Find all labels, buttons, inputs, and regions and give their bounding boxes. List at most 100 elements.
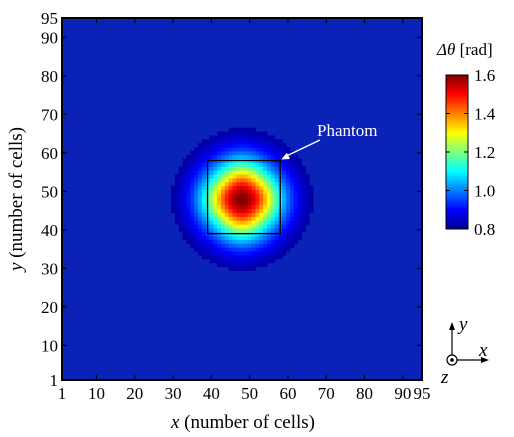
heatmap-cell: [301, 200, 306, 206]
heatmap-cell: [217, 216, 222, 221]
heatmap-cell: [305, 189, 310, 194]
heatmap-cell: [270, 147, 276, 152]
heatmap-cell: [182, 185, 188, 190]
heatmap-cell: [232, 170, 237, 175]
heatmap-cell: [201, 250, 207, 256]
heatmap-cell: [178, 173, 184, 179]
heatmap-cell: [171, 185, 176, 190]
heatmap-cell: [236, 224, 241, 229]
heatmap-cell: [251, 254, 256, 260]
heatmap-cell: [228, 166, 234, 171]
heatmap-cell: [247, 143, 253, 148]
heatmap-cell: [305, 177, 310, 183]
heatmap-cell: [247, 216, 253, 221]
heatmap-cell: [209, 147, 214, 152]
heatmap-cell: [220, 243, 226, 248]
heatmap-cell: [171, 208, 176, 214]
heatmap-cell: [274, 173, 279, 179]
heatmap-cell: [305, 212, 310, 217]
heatmap-cell: [255, 143, 260, 148]
heatmap-cell: [236, 170, 241, 175]
heatmap-cell: [243, 254, 249, 260]
heatmap-cell: [209, 135, 214, 140]
heatmap-cell: [282, 200, 287, 206]
heatmap-cell: [247, 150, 253, 156]
heatmap-cell: [190, 200, 195, 206]
heatmap-cell: [228, 162, 234, 167]
heatmap-cell: [263, 227, 268, 233]
heatmap-cell: [305, 173, 310, 179]
heatmap-cell: [174, 181, 180, 187]
heatmap-cell: [197, 212, 203, 217]
heatmap-cell: [286, 189, 291, 194]
heatmap-cell: [213, 254, 218, 260]
heatmap-cell: [266, 177, 272, 183]
heatmap-cell: [205, 235, 211, 241]
indicator-y-label: y: [457, 314, 468, 335]
indicator-x-label: x: [478, 340, 488, 361]
heatmap-cell: [194, 247, 199, 252]
heatmap-cell: [178, 212, 184, 217]
heatmap-cell: [270, 258, 276, 264]
heatmap-cell: [197, 189, 203, 194]
heatmap-cell: [289, 235, 295, 241]
heatmap-cell: [286, 220, 291, 225]
heatmap-cell: [197, 220, 203, 225]
heatmap-cell: [286, 173, 291, 179]
heatmap-cell: [217, 204, 222, 210]
heatmap-cell: [197, 150, 203, 156]
heatmap-cell: [240, 239, 245, 244]
heatmap-cell: [224, 193, 230, 198]
heatmap-cell: [270, 239, 276, 244]
heatmap-cell: [259, 254, 264, 260]
heatmap-cell: [182, 162, 188, 167]
heatmap-cell: [217, 189, 222, 194]
heatmap-cell: [186, 170, 191, 175]
heatmap-cell: [228, 235, 234, 241]
heatmap-cell: [270, 247, 276, 252]
heatmap-cell: [217, 197, 222, 202]
heatmap-cell: [190, 185, 195, 190]
heatmap-cell: [274, 204, 279, 210]
heatmap-cell: [236, 185, 241, 190]
heatmap-cell: [270, 162, 276, 167]
heatmap-cell: [228, 185, 234, 190]
heatmap-cell: [209, 150, 214, 156]
heatmap-cell: [301, 177, 306, 183]
heatmap-cell: [213, 177, 218, 183]
heatmap-cell: [217, 131, 222, 137]
heatmap-cell: [220, 216, 226, 221]
heatmap-cell: [305, 216, 310, 221]
heatmap-cell: [255, 216, 260, 221]
heatmap-cell: [286, 208, 291, 214]
heatmap-cell: [251, 200, 256, 206]
heatmap-cell: [293, 235, 299, 241]
heatmap-cell: [266, 170, 272, 175]
x-tick-label: 1: [58, 384, 67, 403]
heatmap-cell: [240, 224, 245, 229]
heatmap-cell: [240, 135, 245, 140]
heatmap-cell: [274, 162, 279, 167]
heatmap-cell: [228, 170, 234, 175]
heatmap-cell: [186, 154, 191, 160]
heatmap-cell: [224, 185, 230, 190]
heatmap-cell: [286, 227, 291, 233]
heatmap-cell: [201, 208, 207, 214]
heatmap-cell: [263, 220, 268, 225]
heatmap-cell: [236, 150, 241, 156]
heatmap-cell: [259, 154, 264, 160]
heatmap-cell: [194, 200, 199, 206]
heatmap-cell: [274, 220, 279, 225]
heatmap-cell: [232, 139, 237, 144]
heatmap-cell: [301, 208, 306, 214]
heatmap-cell: [213, 204, 218, 210]
heatmap-cell: [263, 147, 268, 152]
heatmap-cell: [228, 239, 234, 244]
heatmap-cell: [217, 235, 222, 241]
heatmap-cell: [217, 239, 222, 244]
heatmap-cell: [232, 162, 237, 167]
heatmap-cell: [289, 170, 295, 175]
heatmap-cell: [213, 208, 218, 214]
heatmap-cell: [190, 154, 195, 160]
heatmap-cell: [293, 173, 299, 179]
